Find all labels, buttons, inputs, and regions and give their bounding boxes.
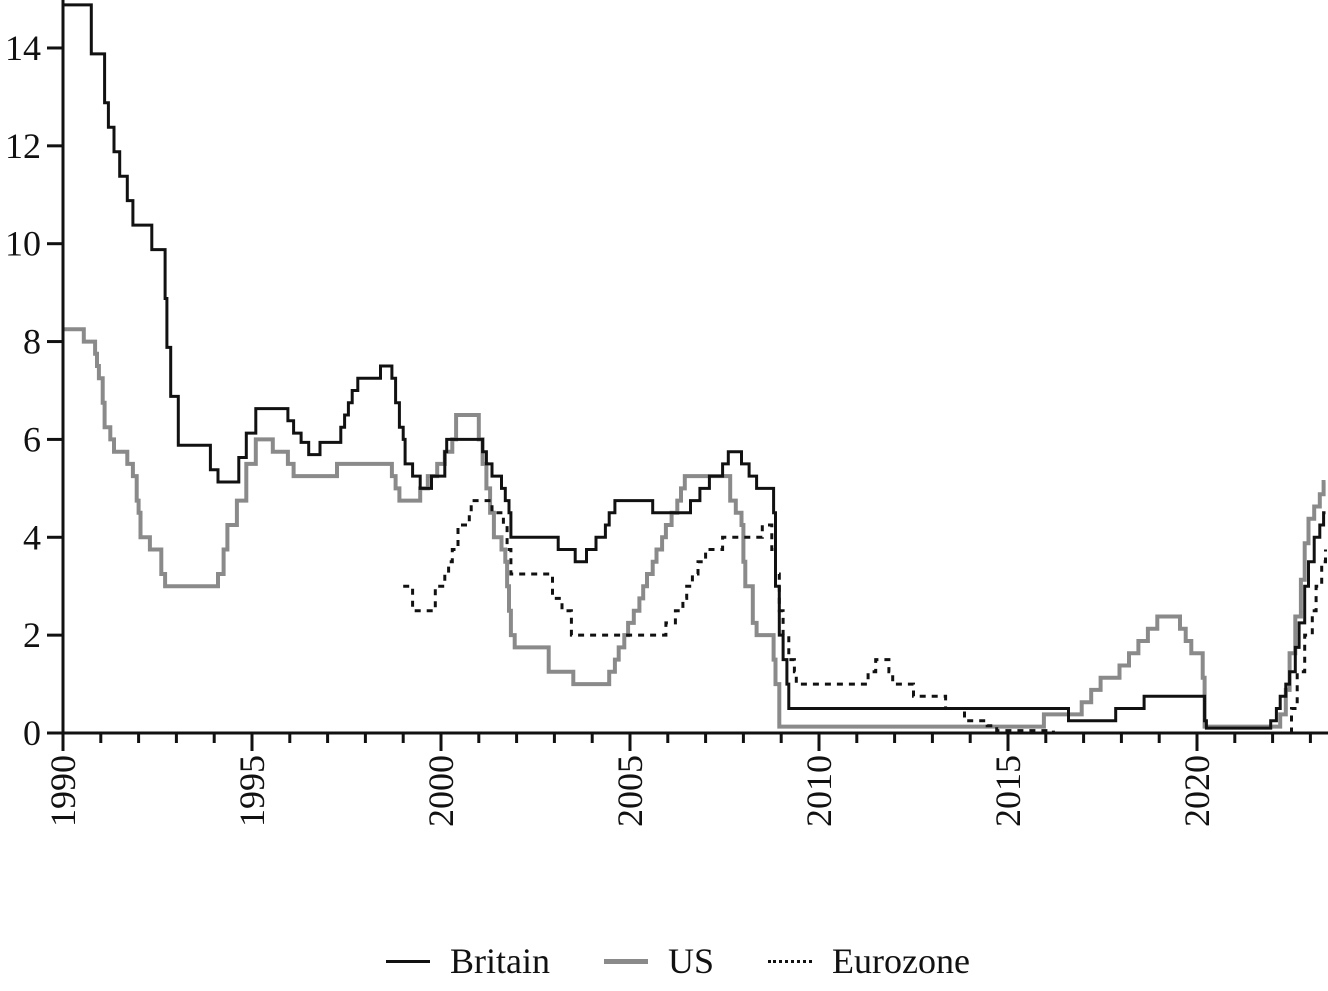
series-britain-line xyxy=(63,3,1326,730)
series-eurozone-line xyxy=(403,499,1327,735)
y-tick-label: 6 xyxy=(23,419,41,459)
y-tick-label: 12 xyxy=(5,126,41,166)
eurozone-dotted-swatch-icon xyxy=(768,959,813,963)
y-tick-label: 14 xyxy=(5,28,41,68)
y-tick-label: 0 xyxy=(23,713,41,753)
y-tick-label: 4 xyxy=(23,517,41,557)
axes: 0 2 4 6 8 10 12 14 1990 1995 2000 2005 2010 2015 2020 xyxy=(5,0,1328,827)
legend-item-britain: Britain xyxy=(386,940,550,982)
series-us-line xyxy=(63,327,1326,729)
us-line-swatch-icon xyxy=(603,958,648,964)
x-tick-label: 1995 xyxy=(232,755,272,827)
series-layer xyxy=(63,3,1327,735)
legend-item-us: US xyxy=(603,940,715,982)
legend: Britain US Eurozone xyxy=(386,940,1024,982)
y-tick-label: 8 xyxy=(23,322,41,362)
x-tick-label: 2010 xyxy=(799,755,839,827)
x-tick-label: 2020 xyxy=(1177,755,1217,827)
y-tick-label: 2 xyxy=(23,615,41,655)
y-tick-label: 10 xyxy=(5,224,41,264)
x-tick-label: 2005 xyxy=(610,755,650,827)
x-tick-label: 2000 xyxy=(421,755,461,827)
x-tick-label: 2015 xyxy=(988,755,1028,827)
legend-label-us: US xyxy=(667,941,715,981)
legend-label-britain: Britain xyxy=(450,941,550,981)
x-tick-label: 1990 xyxy=(43,755,83,827)
britain-line-swatch-icon xyxy=(386,959,430,963)
legend-item-eurozone: Eurozone xyxy=(768,940,970,982)
legend-label-eurozone: Eurozone xyxy=(832,941,970,981)
